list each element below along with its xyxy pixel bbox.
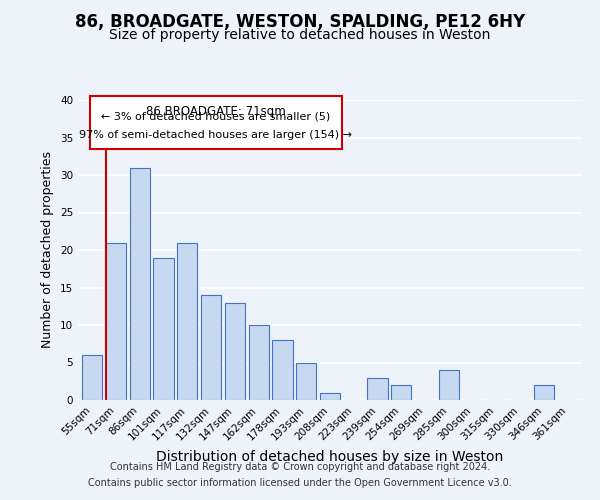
Bar bbox=[154, 258, 173, 400]
Text: Size of property relative to detached houses in Weston: Size of property relative to detached ho… bbox=[109, 28, 491, 42]
Bar bbox=[225, 302, 245, 400]
Bar bbox=[534, 385, 554, 400]
X-axis label: Distribution of detached houses by size in Weston: Distribution of detached houses by size … bbox=[157, 450, 503, 464]
Text: Contains public sector information licensed under the Open Government Licence v3: Contains public sector information licen… bbox=[88, 478, 512, 488]
Y-axis label: Number of detached properties: Number of detached properties bbox=[41, 152, 55, 348]
Bar bbox=[367, 378, 388, 400]
Bar bbox=[391, 385, 412, 400]
Bar bbox=[272, 340, 293, 400]
Bar bbox=[248, 325, 269, 400]
Bar bbox=[177, 242, 197, 400]
Bar bbox=[201, 295, 221, 400]
Bar bbox=[130, 168, 150, 400]
Bar bbox=[320, 392, 340, 400]
Text: 86, BROADGATE, WESTON, SPALDING, PE12 6HY: 86, BROADGATE, WESTON, SPALDING, PE12 6H… bbox=[75, 12, 525, 30]
Text: ← 3% of detached houses are smaller (5): ← 3% of detached houses are smaller (5) bbox=[101, 112, 331, 122]
Text: Contains HM Land Registry data © Crown copyright and database right 2024.: Contains HM Land Registry data © Crown c… bbox=[110, 462, 490, 472]
Text: 86 BROADGATE: 71sqm: 86 BROADGATE: 71sqm bbox=[146, 106, 286, 118]
Bar bbox=[296, 362, 316, 400]
Bar bbox=[439, 370, 459, 400]
FancyBboxPatch shape bbox=[90, 96, 342, 149]
Text: 97% of semi-detached houses are larger (154) →: 97% of semi-detached houses are larger (… bbox=[79, 130, 352, 140]
Bar bbox=[106, 242, 126, 400]
Bar bbox=[82, 355, 103, 400]
